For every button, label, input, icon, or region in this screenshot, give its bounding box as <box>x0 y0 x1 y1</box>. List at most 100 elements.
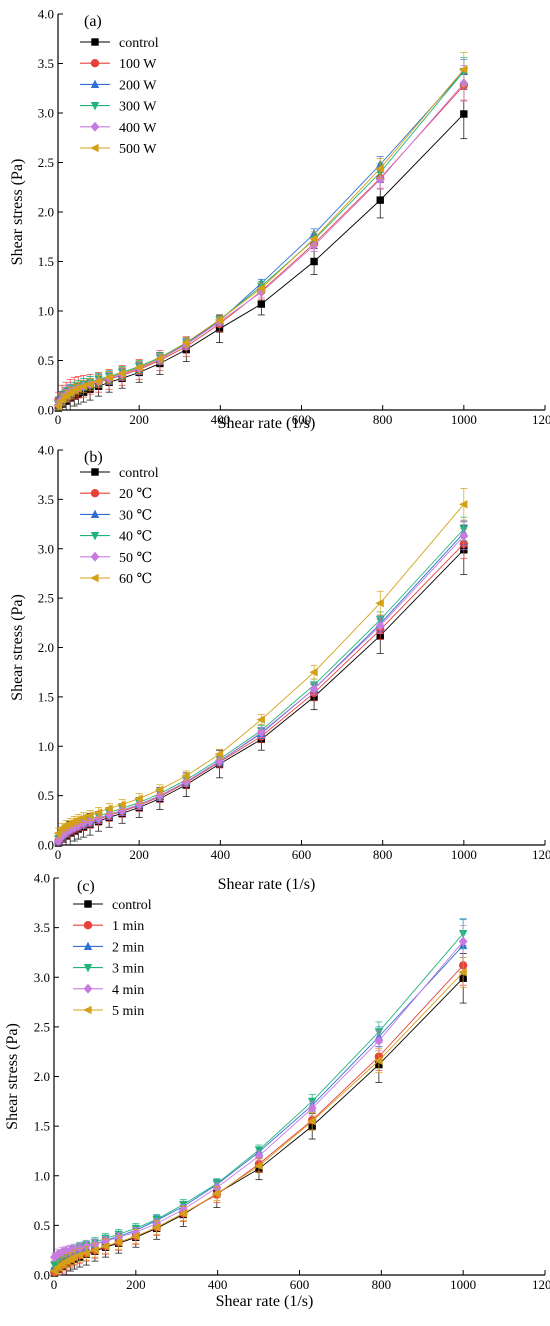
y-axis-label: Shear stress (Pa) <box>9 159 26 266</box>
data-point <box>307 1116 316 1126</box>
x-tick-label: 0 <box>51 1277 58 1292</box>
x-tick-label: 1000 <box>451 412 477 427</box>
data-point <box>181 771 190 781</box>
legend-label: 60 ℃ <box>119 572 152 587</box>
legend-marker <box>91 38 99 46</box>
y-tick-label: 2.5 <box>38 591 54 606</box>
x-tick-label: 800 <box>372 1277 392 1292</box>
x-tick-label: 600 <box>292 847 312 862</box>
data-point <box>53 401 63 411</box>
series-5 <box>53 488 468 839</box>
series-1 <box>54 70 469 409</box>
legend-label: 3 min <box>112 962 144 977</box>
chart-panel-1: 0.0 0.5 1.0 1.5 2.0 2.5 3.0 3.5 4.0 0 200 400 600 800… <box>9 443 550 894</box>
y-tick-label: 1.0 <box>34 1168 50 1183</box>
legend-marker <box>91 468 99 476</box>
panel-tag: (c) <box>77 878 95 895</box>
data-point <box>257 300 266 308</box>
y-tick-label: 3.0 <box>38 541 54 556</box>
data-point <box>53 828 63 838</box>
data-point <box>459 65 468 74</box>
legend-label: 1 min <box>112 919 144 934</box>
data-point <box>309 234 318 243</box>
y-axis-label: Shear stress (Pa) <box>9 594 26 701</box>
y-tick-label: 0.5 <box>38 788 54 803</box>
y-tick-label: 2.5 <box>38 155 54 170</box>
data-point <box>151 1223 161 1232</box>
data-point <box>181 338 190 347</box>
y-tick-label: 1.5 <box>34 1119 50 1134</box>
series-0 <box>54 88 468 412</box>
x-tick-label: 600 <box>290 1277 310 1292</box>
data-point <box>61 1246 71 1257</box>
x-tick-label: 800 <box>373 847 393 862</box>
legend-marker <box>90 79 100 88</box>
series-4 <box>54 521 469 847</box>
legend-label: 50 ℃ <box>119 551 152 566</box>
data-point <box>375 174 385 185</box>
data-point <box>214 315 224 325</box>
data-point <box>309 683 319 694</box>
data-point <box>134 363 143 372</box>
data-point <box>460 110 468 118</box>
y-tick-label: 3.5 <box>34 920 50 935</box>
data-point <box>85 811 94 820</box>
x-tick-label: 1200 <box>532 847 550 862</box>
series-line <box>54 977 464 1274</box>
data-point <box>117 369 126 378</box>
series-line <box>58 549 465 844</box>
legend-label: 100 W <box>119 57 157 72</box>
y-tick-label: 1.0 <box>38 739 54 754</box>
legend-marker <box>90 532 100 541</box>
y-tick-label: 0.0 <box>38 403 54 418</box>
data-point <box>117 800 126 809</box>
data-point <box>90 1245 99 1255</box>
legend-marker <box>90 489 100 498</box>
x-tick-label: 0 <box>55 412 62 427</box>
x-tick-label: 0 <box>55 847 62 862</box>
legend-label: 30 ℃ <box>119 508 152 523</box>
data-point <box>254 1146 264 1155</box>
x-tick-label: 400 <box>208 1277 228 1292</box>
data-point <box>256 727 266 738</box>
data-point <box>104 804 113 813</box>
legend-marker <box>84 900 92 908</box>
series-line <box>58 113 465 409</box>
data-point <box>155 785 164 794</box>
data-point <box>254 1150 264 1161</box>
series-line <box>58 543 465 842</box>
legend-marker <box>83 1005 92 1015</box>
y-tick-label: 4.0 <box>38 7 54 22</box>
y-tick-label: 0.0 <box>38 838 54 853</box>
legend-label: 200 W <box>119 78 157 93</box>
data-point <box>214 749 224 759</box>
x-tick-label: 1000 <box>450 1277 476 1292</box>
series-5 <box>53 52 468 411</box>
data-point <box>458 936 468 947</box>
data-point <box>459 500 468 509</box>
data-point <box>78 382 88 391</box>
data-point <box>375 164 384 173</box>
data-point <box>70 1244 79 1255</box>
y-tick-label: 4.0 <box>38 443 54 458</box>
x-tick-label: 1200 <box>532 412 550 427</box>
panel-tag: (b) <box>84 449 103 466</box>
legend-marker <box>83 964 93 973</box>
data-point <box>212 1189 221 1198</box>
y-tick-label: 0.5 <box>38 353 54 368</box>
data-point <box>74 1250 84 1260</box>
y-tick-label: 3.0 <box>38 106 54 121</box>
y-tick-label: 2.0 <box>38 205 54 220</box>
series-2 <box>54 520 469 845</box>
x-tick-label: 200 <box>129 412 149 427</box>
data-point <box>374 1035 384 1046</box>
data-point <box>310 257 318 266</box>
legend-label: control <box>119 36 159 51</box>
x-tick-label: 800 <box>373 412 393 427</box>
series-2 <box>54 59 469 408</box>
legend-label: 5 min <box>112 1004 144 1019</box>
legend-marker <box>90 102 100 111</box>
data-point <box>307 1103 317 1114</box>
data-point <box>374 1056 383 1065</box>
